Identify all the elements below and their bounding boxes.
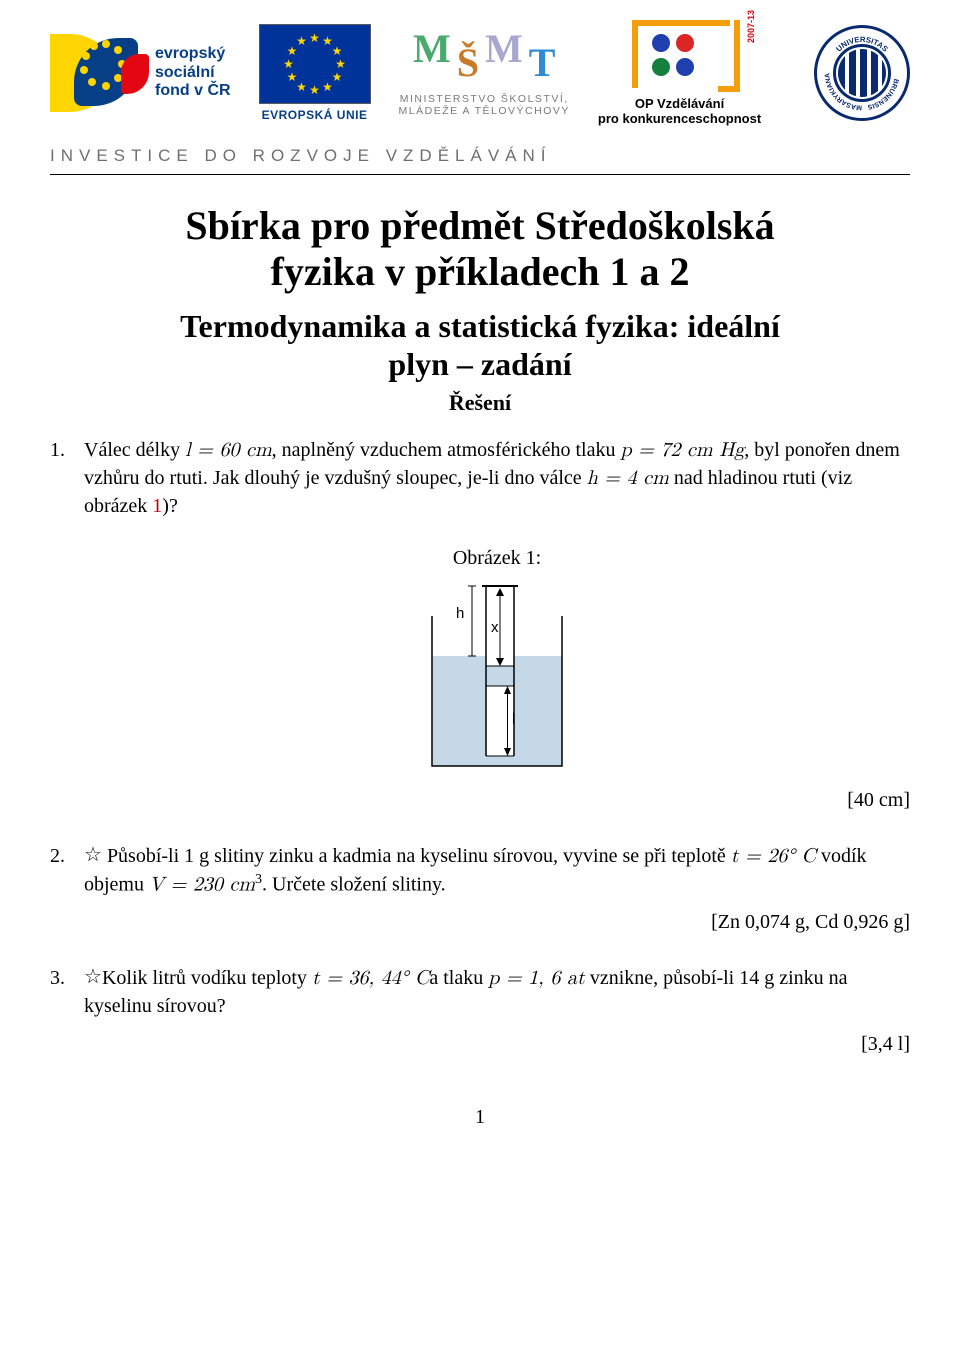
esf-logo: evropský sociální fond v ČR [50, 34, 231, 112]
p1-var3: h = 4 cm [587, 468, 669, 488]
subtitle-line2: plyn – zadání [388, 346, 571, 382]
p2-exp: 3 [255, 872, 262, 887]
svg-text:l: l [512, 711, 515, 728]
page-title: Sbírka pro předmět Středoškolská fyzika … [50, 203, 910, 295]
p2-text3: . Určete složení slitiny. [262, 873, 446, 895]
esf-line2: sociální [155, 64, 231, 82]
p1-answer: [40 cm] [84, 786, 910, 814]
problem-2: ☆ Působí-li 1 g slitiny zinku a kadmia n… [50, 842, 910, 937]
p3-var1: t = 36, 44° C [312, 968, 429, 988]
esf-line3: fond v ČR [155, 82, 231, 100]
msmt-l2: Š [457, 43, 479, 83]
p3-text: Kolik litrů vodíku teploty [102, 967, 312, 989]
svg-text:h: h [456, 605, 464, 622]
msmt-logo: M Š M T MINISTERSTVO ŠKOLSTVÍ, MLÁDEŽE A… [399, 29, 570, 117]
problem-list: Válec délky l = 60 cm, naplněný vzduchem… [50, 436, 910, 1059]
p1-var1: l = 60 cm [185, 440, 272, 460]
p2-var2: V = 230 cm [149, 874, 255, 894]
msmt-cap1: MINISTERSTVO ŠKOLSTVÍ, [399, 93, 570, 105]
star-icon: ☆ [84, 966, 102, 988]
section-heading: Řešení [50, 390, 910, 416]
tagline: INVESTICE DO ROZVOJE VZDĚLÁVÁNÍ [50, 144, 910, 174]
eu-flag-icon: ★★★★★★★★★★★★ [259, 24, 371, 104]
esf-text: evropský sociální fond v ČR [155, 45, 231, 100]
p3-text2: a tlaku [429, 967, 488, 989]
msmt-l4: T [529, 43, 556, 83]
opv-cap2: pro konkurenceschopnost [598, 111, 761, 126]
problem-1: Válec délky l = 60 cm, naplněný vzduchem… [50, 436, 910, 814]
msmt-l3: M [485, 29, 523, 69]
p2-text: Působí-li 1 g slitiny zinku a kadmia na … [102, 845, 731, 867]
msmt-cap2: MLÁDEŽE A TĚLOVÝCHOVY [399, 105, 570, 117]
p3-var2: p = 1, 6 at [488, 968, 585, 988]
p1-text2: , naplněný vzduchem atmosférického tlaku [272, 439, 621, 461]
msmt-mark-icon: M Š M T [399, 29, 570, 93]
opv-mark-icon: 2007-13 [632, 20, 728, 90]
opv-side-label: 2007-13 [746, 10, 756, 43]
msmt-l1: M [413, 29, 451, 69]
page-subtitle: Termodynamika a statistická fyzika: ideá… [50, 307, 910, 384]
title-line1: Sbírka pro předmět Středoškolská [185, 203, 774, 248]
p3-answer: [3,4 l] [84, 1030, 910, 1058]
muni-seal-icon: UNIVERSITAS MASARYKIANA BRUNENSIS [814, 25, 910, 121]
opv-cap1: OP Vzdělávání [598, 96, 761, 111]
eu-label: EVROPSKÁ UNIE [259, 108, 371, 122]
svg-text:x: x [491, 619, 499, 636]
figure-1: h x l [84, 576, 910, 776]
p2-answer: [Zn 0,074 g, Cd 0,926 g] [84, 908, 910, 936]
subtitle-line1: Termodynamika a statistická fyzika: ideá… [180, 308, 780, 344]
p1-var2: p = 72 cm Hg [620, 440, 744, 460]
esf-mark-icon [50, 34, 145, 112]
logo-strip: evropský sociální fond v ČR ★★★★★★★★★★★★… [50, 20, 910, 126]
p1-text5: )? [162, 495, 178, 517]
divider [50, 174, 910, 175]
figure-caption: Obrázek 1: [84, 544, 910, 572]
problem-3: ☆Kolik litrů vodíku teploty t = 36, 44° … [50, 964, 910, 1058]
title-line2: fyzika v příkladech 1 a 2 [271, 249, 690, 294]
p1-text: Válec délky [84, 439, 185, 461]
page-number: 1 [50, 1106, 910, 1129]
eu-logo: ★★★★★★★★★★★★ EVROPSKÁ UNIE [259, 24, 371, 122]
opv-logo: 2007-13 OP Vzdělávání pro konkurencescho… [598, 20, 761, 126]
tube-diagram-icon: h x l [412, 576, 582, 776]
fig-ref: 1 [152, 495, 162, 517]
p2-var1: t = 26° C [731, 846, 816, 866]
esf-line1: evropský [155, 45, 231, 63]
star-icon: ☆ [84, 844, 102, 866]
